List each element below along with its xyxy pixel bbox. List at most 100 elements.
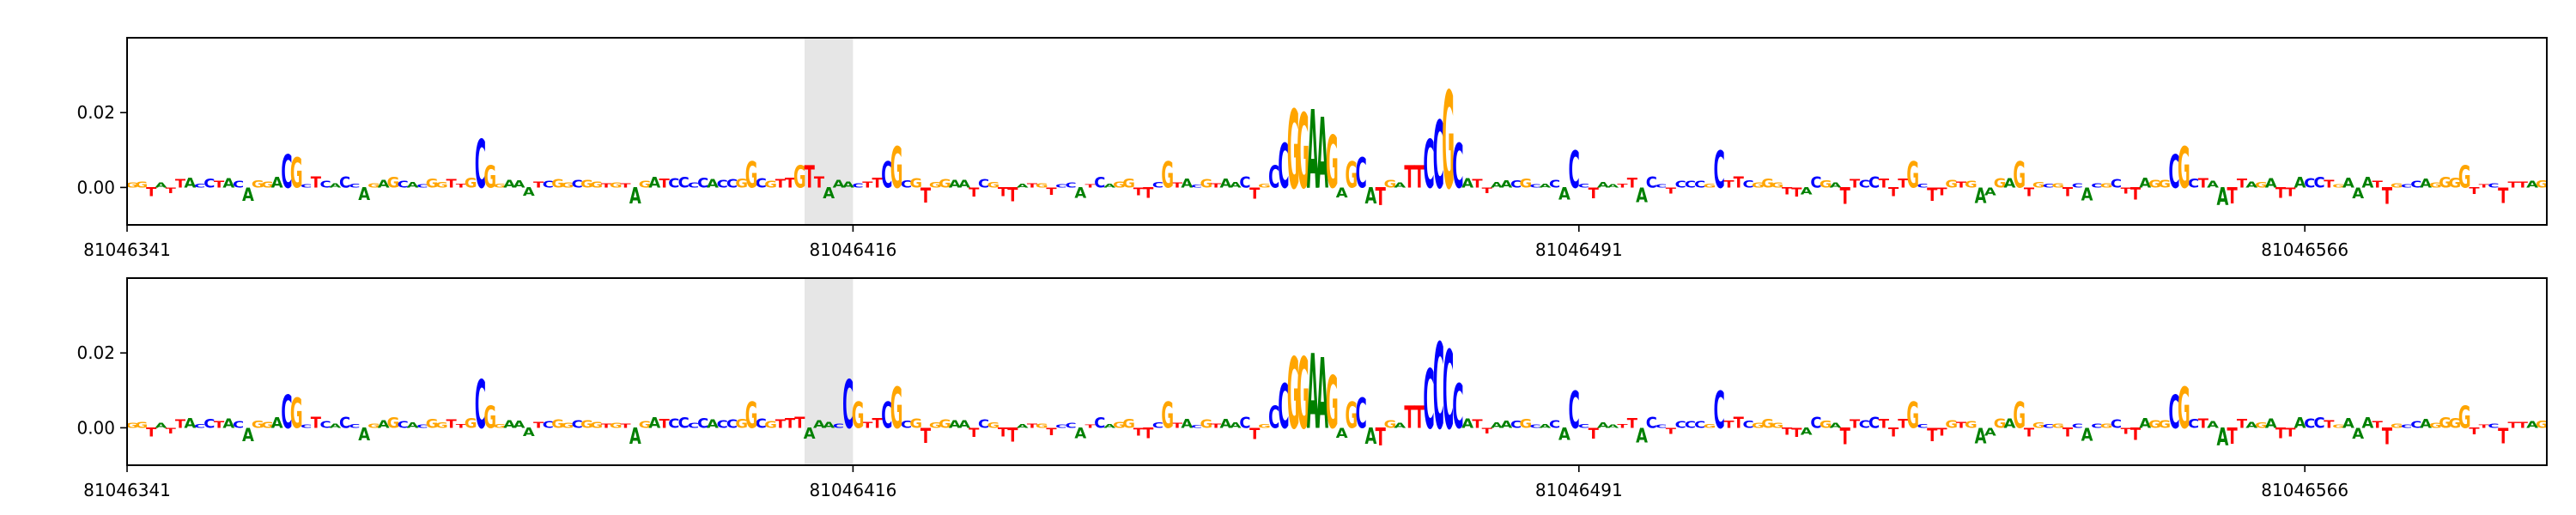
base-letter: A (2352, 426, 2364, 443)
base-letter: T (775, 178, 787, 191)
base-letter: G (1752, 422, 1765, 430)
base-letter: C (1917, 423, 1928, 429)
base-letter: T (1084, 184, 1095, 189)
logo-letter-c: C (1268, 160, 1279, 196)
logo-letter-t: T (805, 160, 816, 196)
axes-frame (126, 37, 2548, 226)
base-letter: C (2314, 415, 2325, 432)
highlight-region (805, 38, 854, 225)
base-letter: A (2216, 183, 2228, 211)
base-letter: A (358, 184, 370, 204)
base-letter: T (214, 420, 225, 430)
base-letter: A (329, 183, 342, 190)
base-letter: G (2391, 182, 2403, 189)
base-letter: A (1219, 416, 1231, 431)
logo-letter-g: G (1287, 89, 1300, 215)
base-letter: T (1027, 422, 1038, 429)
base-letter: T (1898, 176, 1908, 191)
base-letter: G (465, 174, 477, 191)
base-letter: G (426, 176, 439, 190)
logo-letter-c: C (2168, 146, 2179, 199)
base-letter: A (1636, 184, 1649, 207)
base-letter: C (697, 415, 708, 431)
base-letter: G (551, 418, 564, 431)
base-letter: T (1840, 184, 1851, 209)
base-letter: A (2081, 424, 2093, 445)
base-letter: A (1461, 416, 1473, 431)
base-letter: A (1975, 185, 1987, 209)
base-letter: G (2332, 184, 2345, 189)
base-letter: C (1742, 419, 1753, 431)
base-letter: C (726, 177, 738, 191)
logo-letter-g: G (290, 391, 303, 439)
base-letter: T (1376, 183, 1387, 211)
base-letter: T (1084, 424, 1095, 429)
base-letter: A (242, 185, 254, 206)
base-letter: G (1704, 423, 1716, 429)
base-letter: T (1936, 426, 1947, 438)
base-letter: T (146, 185, 156, 199)
logo-letter-c: C (1569, 381, 1580, 440)
base-letter: C (978, 177, 989, 191)
base-letter: C (2488, 423, 2499, 430)
base-letter: T (1627, 415, 1638, 432)
base-letter: C (1694, 420, 1705, 430)
base-letter: T (1723, 179, 1735, 191)
base-letter: T (601, 422, 612, 430)
base-letter: T (2121, 186, 2131, 196)
base-letter: G (2032, 421, 2045, 430)
base-letter: G (909, 416, 922, 431)
y-tick-label: 0.02 (76, 342, 115, 363)
base-letter: A (513, 418, 526, 430)
logo-letter-g: G (1346, 394, 1358, 436)
base-letter: T (2518, 421, 2529, 431)
base-letter: A (2342, 415, 2355, 431)
base-letter: G (987, 181, 999, 190)
logo-letter-g: G (1297, 94, 1309, 212)
base-letter: A (222, 175, 234, 191)
base-letter: C (416, 184, 428, 189)
base-letter: A (1074, 185, 1087, 202)
base-letter: A (813, 418, 825, 431)
base-letter: G (1384, 178, 1397, 190)
base-letter: T (620, 182, 631, 189)
base-letter: T (1879, 176, 1890, 191)
base-letter: T (620, 422, 631, 429)
base-letter: C (717, 178, 728, 190)
y-tick-label: 0.00 (76, 177, 115, 197)
base-letter: A (271, 415, 284, 432)
base-letter: G (735, 176, 748, 191)
base-letter: C (1152, 421, 1163, 430)
base-letter: A (949, 178, 961, 191)
base-letter: T (1840, 424, 1851, 450)
base-letter: T (2498, 425, 2509, 450)
base-letter: A (1103, 423, 1116, 429)
base-letter: G (465, 415, 477, 431)
base-letter: T (785, 415, 796, 432)
base-letter: A (1975, 425, 1987, 450)
base-letter: C (1859, 178, 1870, 191)
base-letter: G (639, 420, 652, 430)
base-letter: A (1181, 416, 1194, 430)
base-letter: T (1879, 416, 1890, 431)
logo-letter-t: T (1404, 400, 1415, 436)
base-letter: A (1336, 185, 1349, 202)
base-letter: C (416, 424, 428, 429)
base-letter: A (358, 424, 370, 445)
base-letter: T (1666, 427, 1677, 436)
base-letter: C (1065, 422, 1076, 430)
logo-letter-g: G (2178, 136, 2190, 201)
base-letter: A (1017, 424, 1030, 430)
base-letter: T (2063, 185, 2073, 200)
base-letter: T (969, 185, 979, 200)
base-letter: T (1927, 184, 1938, 205)
base-letter: A (1219, 176, 1231, 191)
base-letter: C (1094, 415, 1105, 433)
base-letter: G (2148, 418, 2161, 430)
base-letter: T (1143, 426, 1153, 442)
base-letter: C (1510, 179, 1522, 191)
base-letter: C (1549, 178, 1560, 191)
base-letter: G (1771, 182, 1784, 190)
base-letter: C (349, 423, 360, 429)
